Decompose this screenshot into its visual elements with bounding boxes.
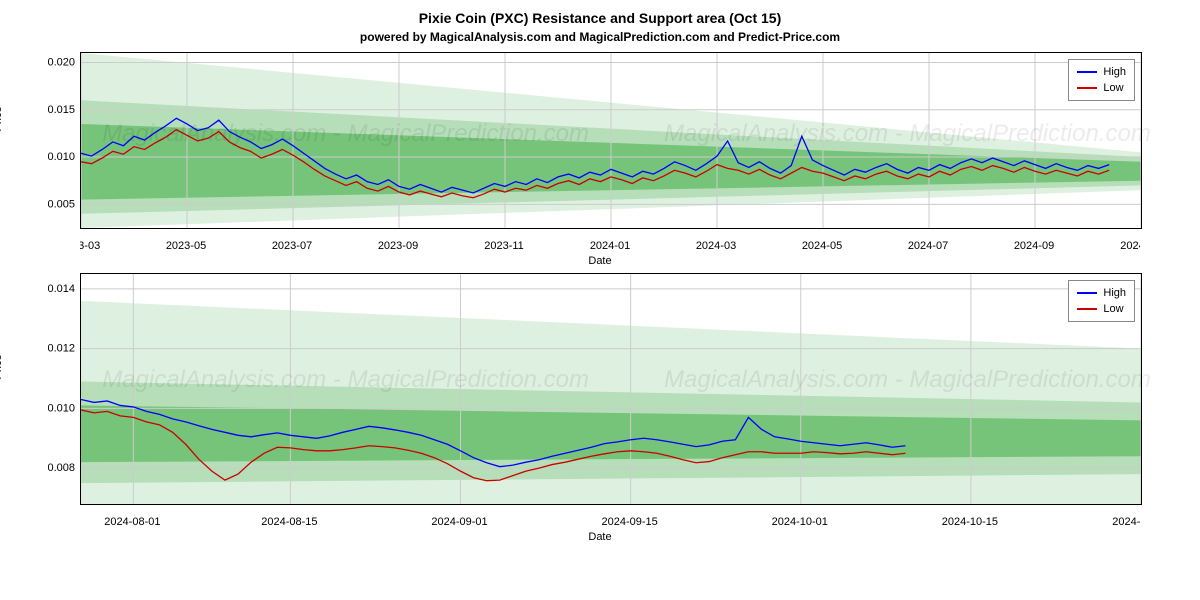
svg-text:2024-03: 2024-03 [696, 240, 736, 252]
svg-text:0.005: 0.005 [47, 198, 75, 210]
svg-text:2024-10-15: 2024-10-15 [942, 516, 998, 528]
chart-top: MagicalAnalysis.com - MagicalPrediction.… [80, 52, 1142, 229]
legend-top: High Low [1068, 59, 1135, 101]
svg-text:2024-11-01: 2024-11-01 [1112, 516, 1140, 528]
svg-text:2024-09-01: 2024-09-01 [431, 516, 487, 528]
y-ticks-top: 0.005 0.010 0.015 0.020 [20, 52, 80, 227]
svg-text:0.012: 0.012 [47, 343, 75, 355]
chart-bottom: MagicalAnalysis.com - MagicalPrediction.… [80, 273, 1142, 505]
svg-text:2024-09-15: 2024-09-15 [601, 516, 657, 528]
chart-title: Pixie Coin (PXC) Resistance and Support … [20, 10, 1180, 26]
svg-text:0.010: 0.010 [47, 151, 75, 163]
svg-text:0.015: 0.015 [47, 104, 75, 116]
svg-text:2024-08-01: 2024-08-01 [104, 516, 160, 528]
svg-text:2024-01: 2024-01 [590, 240, 630, 252]
svg-text:2024-09: 2024-09 [1014, 240, 1054, 252]
legend-label-high: High [1103, 285, 1126, 301]
legend-label-low: Low [1103, 80, 1123, 96]
legend-line-low [1077, 308, 1097, 310]
legend-item-low: Low [1077, 301, 1126, 317]
x-axis-label-bottom: Date [20, 531, 1180, 543]
legend-label-low: Low [1103, 301, 1123, 317]
svg-text:0.014: 0.014 [47, 283, 75, 295]
y-axis-label-top: Price [0, 106, 4, 131]
legend-label-high: High [1103, 64, 1126, 80]
svg-text:2024-08-15: 2024-08-15 [261, 516, 317, 528]
svg-text:2024-05: 2024-05 [802, 240, 842, 252]
svg-text:0.008: 0.008 [47, 462, 75, 474]
svg-text:2024-07: 2024-07 [908, 240, 948, 252]
legend-line-high [1077, 71, 1097, 73]
svg-text:2023-03: 2023-03 [80, 240, 100, 252]
legend-item-high: High [1077, 64, 1126, 80]
legend-line-low [1077, 87, 1097, 89]
x-ticks-top: 2023-03 2023-05 2023-07 2023-09 2023-11 2024-… [80, 235, 1140, 253]
svg-text:0.010: 0.010 [47, 402, 75, 414]
svg-text:2023-11: 2023-11 [484, 240, 524, 252]
y-axis-area-top: Price 0.0050.0100.0150.020 [20, 52, 80, 235]
y-ticks-bottom: 0.008 0.010 0.012 0.014 [20, 273, 80, 503]
svg-text:2023-05: 2023-05 [166, 240, 206, 252]
legend-bottom: High Low [1068, 280, 1135, 322]
legend-item-high: High [1077, 285, 1126, 301]
svg-text:2023-09: 2023-09 [378, 240, 418, 252]
legend-line-high [1077, 292, 1097, 294]
svg-text:2024-11: 2024-11 [1120, 240, 1140, 252]
chart-subtitle: powered by MagicalAnalysis.com and Magic… [20, 30, 1180, 44]
x-axis-label-top: Date [20, 255, 1180, 267]
x-ticks-bottom: 2024-08-01 2024-08-15 2024-09-01 2024-09-15… [80, 511, 1140, 529]
figure-container: Pixie Coin (PXC) Resistance and Support … [20, 10, 1180, 543]
svg-text:2024-10-01: 2024-10-01 [772, 516, 828, 528]
chart-bottom-svg [81, 274, 1141, 504]
legend-item-low: Low [1077, 80, 1126, 96]
svg-text:2023-07: 2023-07 [272, 240, 312, 252]
y-axis-label-bottom: Price [0, 354, 4, 379]
y-axis-area-bottom: Price 0.0080.0100.0120.014 [20, 273, 80, 511]
chart-top-svg [81, 53, 1141, 228]
svg-text:0.020: 0.020 [47, 56, 75, 68]
